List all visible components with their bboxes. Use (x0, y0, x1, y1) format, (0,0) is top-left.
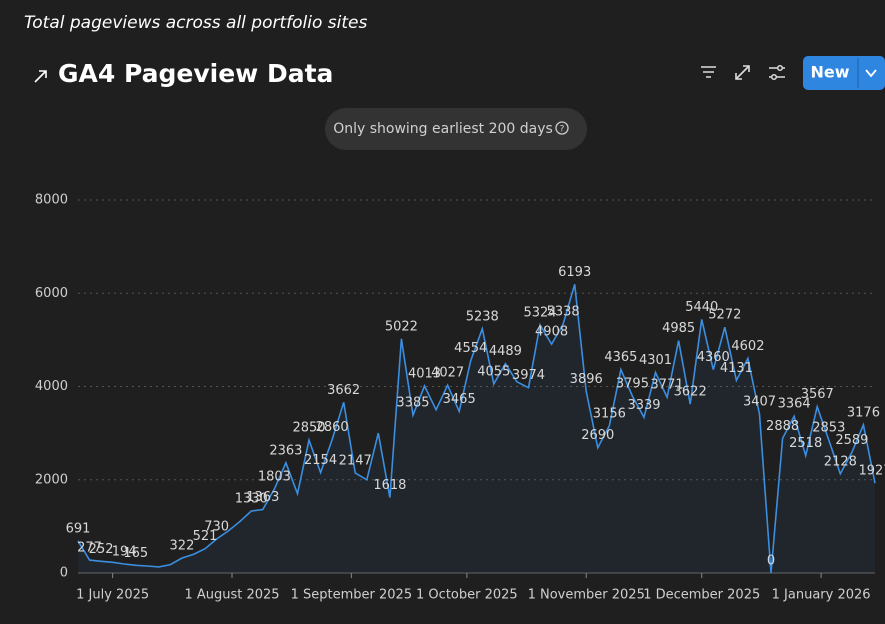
y-tick-label: 8000 (35, 193, 68, 208)
data-label: 1927 (858, 464, 885, 479)
x-tick-label: 1 August 2025 (184, 588, 279, 603)
data-label: 194 (112, 544, 137, 559)
data-label: 0 (767, 554, 775, 569)
data-label: 4360 (697, 350, 730, 365)
x-tick-label: 1 November 2025 (528, 588, 645, 603)
x-tick-label: 1 December 2025 (643, 588, 760, 603)
data-label: 3465 (443, 392, 476, 407)
new-button[interactable] (803, 56, 885, 90)
data-label: 2128 (824, 454, 857, 469)
filter-icon[interactable] (701, 66, 716, 78)
data-label: 4602 (731, 339, 764, 354)
data-label: 2147 (339, 453, 372, 468)
data-label: 5238 (466, 309, 499, 324)
data-label: 3176 (847, 405, 880, 420)
data-label: 2518 (789, 436, 822, 451)
data-label: 2853 (812, 420, 845, 435)
y-tick-label: 4000 (35, 379, 68, 394)
data-label: 4055 (477, 364, 510, 379)
data-label: 2363 (269, 443, 302, 458)
title: GA4 Pageview Data (58, 59, 333, 88)
data-label: 2690 (581, 428, 614, 443)
data-label: 2860 (316, 420, 349, 435)
line (77, 284, 876, 574)
data-label: 3156 (593, 406, 626, 421)
data-label: 2850 (292, 421, 325, 436)
data-label: 4908 (535, 325, 568, 340)
x-tick-label: 1 October 2025 (416, 588, 518, 603)
data-label: 3771 (651, 378, 684, 393)
notice-pill (325, 108, 587, 150)
data-label: 3795 (616, 377, 649, 392)
y-tick-label: 0 (60, 566, 68, 581)
x-tick-label: 1 September 2025 (291, 588, 412, 603)
data-label: 521 (193, 529, 218, 544)
data-label: 691 (66, 521, 91, 536)
x-tick-label: 1 January 2026 (772, 588, 871, 603)
data-label: 4489 (489, 344, 522, 359)
new-button-label: New (810, 63, 849, 82)
data-label: 3364 (778, 397, 811, 412)
data-label: 5272 (708, 308, 741, 323)
data-label: 2589 (835, 433, 868, 448)
data-label: 3385 (396, 396, 429, 411)
data-label: 5440 (685, 300, 718, 315)
data-label: 2888 (766, 419, 799, 434)
open-icon[interactable] (34, 70, 47, 83)
data-label: 252 (89, 542, 114, 557)
data-label: 5338 (547, 305, 580, 320)
data-label: 4554 (454, 341, 487, 356)
settings-knob (770, 73, 778, 81)
info-icon[interactable] (555, 121, 569, 135)
data-label: 3622 (674, 385, 707, 400)
data-label: 2154 (304, 453, 337, 468)
dropdown-arrow[interactable] (865, 69, 877, 78)
y-tick-label: 6000 (35, 286, 68, 301)
data-label: 1618 (373, 478, 406, 493)
data-label: 3567 (801, 387, 834, 402)
data-label: 1803 (258, 469, 291, 484)
data-label: 3407 (743, 395, 776, 410)
notice-text: Only showing earliest 200 days (333, 121, 553, 137)
expand-icon[interactable] (735, 65, 750, 80)
data-label: 1363 (246, 490, 279, 505)
data-label: 5022 (385, 319, 418, 334)
data-label: 1330 (235, 491, 268, 506)
data-label: 4301 (639, 353, 672, 368)
data-label: 322 (170, 538, 195, 553)
data-label: 3339 (627, 398, 660, 413)
data-label: 277 (77, 541, 102, 556)
data-label: 4985 (662, 321, 695, 336)
data-label: 165 (123, 546, 148, 561)
data-label: 3662 (327, 383, 360, 398)
info-icon-glyph: ? (560, 125, 565, 135)
x-tick-label: 1 July 2025 (76, 588, 149, 603)
data-label: 4131 (720, 361, 753, 376)
data-label: 4365 (604, 350, 637, 365)
data-label: 3896 (570, 372, 603, 387)
data-label: 6193 (558, 265, 591, 280)
y-tick-label: 2000 (35, 472, 68, 487)
data-label: 4027 (431, 366, 464, 381)
data-label: 3974 (512, 368, 545, 383)
data-label: 5324 (523, 305, 556, 320)
data-label: 730 (204, 519, 229, 534)
data-label: 4013 (408, 366, 441, 381)
settings-knob (776, 64, 784, 72)
subtitle: Total pageviews across all portfolio sit… (24, 13, 367, 33)
